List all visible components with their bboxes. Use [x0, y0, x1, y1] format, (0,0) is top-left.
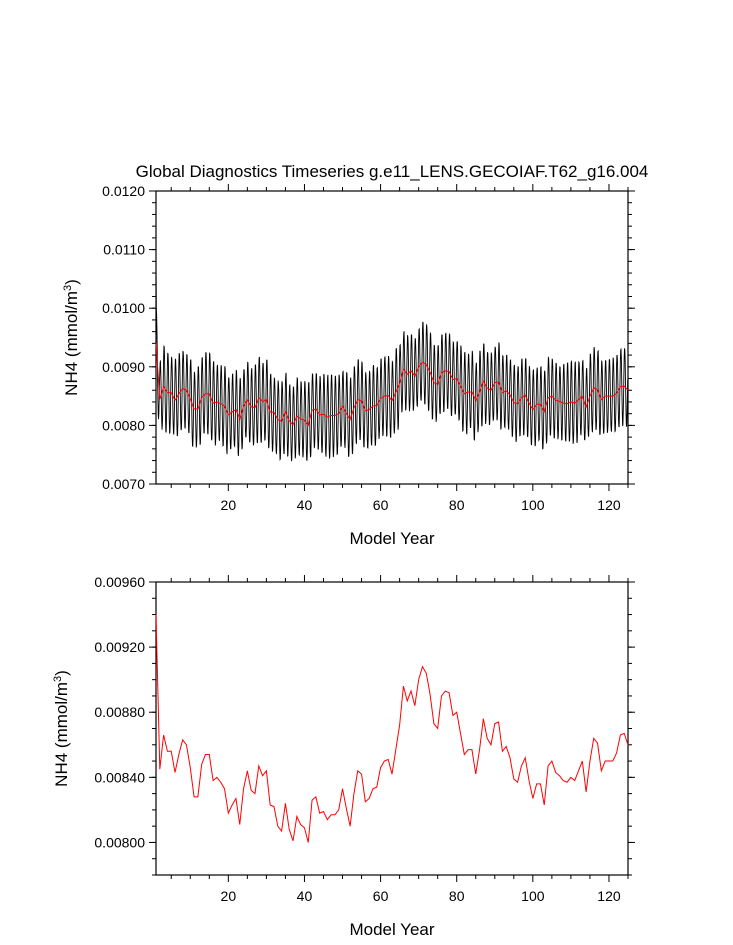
bottom-x-axis-label: Model Year — [349, 920, 434, 939]
x-tick-label: 120 — [597, 497, 621, 513]
y-tick-label: 0.0110 — [103, 242, 145, 258]
top-y-tick-labels: 0.0070 0.0080 0.0090 0.0100 0.0110 0.0120 — [102, 183, 145, 492]
bottom-axis-ticks — [149, 575, 635, 882]
top-x-tick-labels: 20 40 60 80 100 120 — [221, 497, 621, 513]
top-series-lines — [155, 261, 629, 462]
series-line-annual — [155, 614, 629, 843]
x-tick-label: 80 — [449, 888, 465, 904]
x-tick-label: 20 — [221, 497, 237, 513]
y-tick-label: 0.0070 — [102, 476, 145, 492]
bottom-y-tick-labels: 0.00800 0.00840 0.00880 0.00920 0.00960 — [94, 574, 145, 850]
x-tick-label: 80 — [449, 497, 465, 513]
x-tick-label: 120 — [597, 888, 621, 904]
top-x-axis-label: Model Year — [349, 529, 434, 548]
y-tick-label: 0.00800 — [94, 834, 145, 850]
x-tick-label: 100 — [521, 888, 545, 904]
top-plot-frame — [155, 190, 629, 485]
y-tick-label: 0.0080 — [102, 417, 145, 433]
bottom-plot-frame — [155, 581, 629, 876]
top-axis-ticks — [149, 184, 635, 491]
x-tick-label: 40 — [297, 888, 313, 904]
y-tick-label: 0.0120 — [102, 183, 145, 199]
x-tick-label: 40 — [297, 497, 313, 513]
x-tick-label: 100 — [521, 497, 545, 513]
x-tick-label: 60 — [373, 497, 389, 513]
bottom-y-axis-label: NH4 (mmol/m3) — [52, 670, 71, 787]
bottom-x-tick-labels: 20 40 60 80 100 120 — [221, 888, 621, 904]
top-y-axis-label: NH4 (mmol/m3) — [62, 279, 81, 396]
y-tick-label: 0.00840 — [94, 769, 145, 785]
series-line-monthly — [155, 261, 629, 462]
bottom-panel: 20 40 60 80 100 120 0.008000.008400.008800.00… — [52, 574, 635, 939]
y-tick-label: 0.00960 — [94, 574, 145, 590]
chart-title: Global Diagnostics Timeseries g.e11_LENS… — [136, 162, 649, 181]
x-tick-label: 60 — [373, 888, 389, 904]
series-line-annual-top — [155, 343, 629, 427]
y-tick-label: 0.00920 — [94, 639, 145, 655]
x-tick-label: 20 — [221, 888, 237, 904]
y-tick-label: 0.0100 — [102, 300, 145, 316]
y-tick-label: 0.0090 — [102, 359, 145, 375]
top-panel: Global Diagnostics Timeseries g.e11_LENS… — [62, 162, 648, 548]
bottom-series-lines — [155, 614, 629, 843]
y-tick-label: 0.00880 — [94, 704, 145, 720]
